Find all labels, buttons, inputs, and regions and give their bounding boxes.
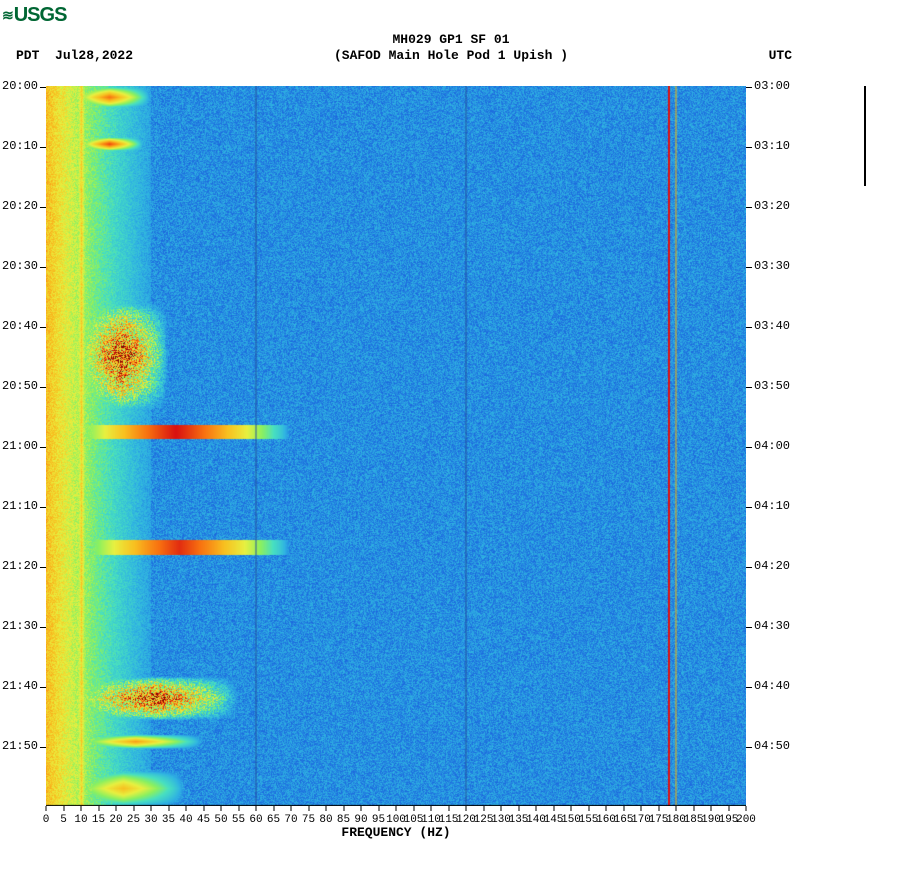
- x-tick: [396, 806, 397, 811]
- y-right-tick-label: 03:30: [754, 259, 790, 273]
- colorbar-placeholder: [864, 86, 866, 186]
- timezone-left: PDT Jul28,2022: [16, 48, 133, 63]
- x-tick: [448, 806, 449, 811]
- y-left-tick-label: 20:50: [2, 379, 38, 393]
- y-right-tick-label: 03:00: [754, 79, 790, 93]
- y-left-tick-label: 20:30: [2, 259, 38, 273]
- x-tick: [221, 806, 222, 811]
- y-right-tick-label: 03:40: [754, 319, 790, 333]
- x-tick: [746, 806, 747, 811]
- tz-left-label: PDT: [16, 48, 39, 63]
- logo-text: USGS: [14, 4, 67, 26]
- timezone-right: UTC: [769, 48, 792, 63]
- plot-area: [46, 86, 746, 806]
- y-right-tick-label: 04:50: [754, 739, 790, 753]
- x-tick: [238, 806, 239, 811]
- x-tick: [256, 806, 257, 811]
- y-right-tick-label: 03:10: [754, 139, 790, 153]
- y-left-tick-label: 20:40: [2, 319, 38, 333]
- y-left-tick-label: 21:30: [2, 619, 38, 633]
- x-tick: [623, 806, 624, 811]
- y-left-tick-label: 20:00: [2, 79, 38, 93]
- y-left-tick-label: 21:40: [2, 679, 38, 693]
- y-left-tick-label: 21:10: [2, 499, 38, 513]
- x-tick: [676, 806, 677, 811]
- x-tick: [308, 806, 309, 811]
- x-tick: [168, 806, 169, 811]
- x-tick: [326, 806, 327, 811]
- x-tick: [46, 806, 47, 811]
- x-tick: [413, 806, 414, 811]
- x-tick: [728, 806, 729, 811]
- x-axis-label: FREQUENCY (HZ): [46, 825, 746, 840]
- x-tick: [273, 806, 274, 811]
- x-tick: [63, 806, 64, 811]
- y-right-tick-label: 04:10: [754, 499, 790, 513]
- x-tick: [518, 806, 519, 811]
- y-left-tick-label: 20:10: [2, 139, 38, 153]
- logo-wave-icon: ≋: [2, 7, 13, 24]
- x-tick: [588, 806, 589, 811]
- x-tick: [378, 806, 379, 811]
- y-left-tick-label: 21:50: [2, 739, 38, 753]
- x-tick: [133, 806, 134, 811]
- chart-subtitle: (SAFOD Main Hole Pod 1 Upish ): [0, 48, 902, 63]
- x-tick: [116, 806, 117, 811]
- y-right-tick-label: 04:40: [754, 679, 790, 693]
- y-right-tick-label: 04:00: [754, 439, 790, 453]
- y-right-tick-label: 04:30: [754, 619, 790, 633]
- y-right-tick-label: 03:20: [754, 199, 790, 213]
- x-tick: [606, 806, 607, 811]
- x-tick: [711, 806, 712, 811]
- y-left-tick-label: 21:00: [2, 439, 38, 453]
- x-tick: [571, 806, 572, 811]
- x-tick: [81, 806, 82, 811]
- y-left-tick-label: 21:20: [2, 559, 38, 573]
- x-tick: [693, 806, 694, 811]
- x-tick: [343, 806, 344, 811]
- x-tick: [431, 806, 432, 811]
- x-tick: [186, 806, 187, 811]
- spectrogram-heatmap: [46, 86, 746, 806]
- x-tick: [98, 806, 99, 811]
- chart-title: MH029 GP1 SF 01: [0, 32, 902, 47]
- x-tick: [483, 806, 484, 811]
- x-tick: [203, 806, 204, 811]
- date-label: Jul28,2022: [55, 48, 133, 63]
- x-tick: [658, 806, 659, 811]
- x-tick: [291, 806, 292, 811]
- x-tick: [553, 806, 554, 811]
- x-tick: [466, 806, 467, 811]
- usgs-logo: ≋USGS: [2, 4, 66, 27]
- x-tick: [641, 806, 642, 811]
- y-left-tick-label: 20:20: [2, 199, 38, 213]
- y-right-tick-label: 04:20: [754, 559, 790, 573]
- y-right-tick-label: 03:50: [754, 379, 790, 393]
- x-tick: [151, 806, 152, 811]
- x-tick: [361, 806, 362, 811]
- x-tick: [501, 806, 502, 811]
- x-tick: [536, 806, 537, 811]
